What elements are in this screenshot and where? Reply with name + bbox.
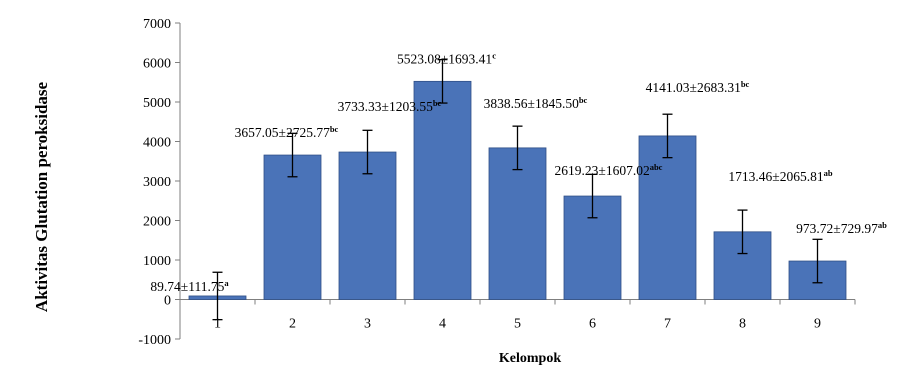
bar [413, 80, 472, 300]
y-tick-label: 0 [164, 294, 171, 309]
data-label: 3657.05±2725.77bc [235, 124, 339, 140]
bar [338, 151, 397, 300]
data-label: 973.72±729.97ab [796, 220, 887, 236]
data-labels: 89.74±111.75a 3657.05±2725.77bc 3733.33±12… [150, 50, 887, 294]
y-tick-label: 1000 [143, 254, 171, 269]
data-label: 3733.33±1203.55bc [338, 98, 442, 114]
data-label: 4141.03±2683.31bc [646, 79, 750, 95]
data-label: 1713.46±2065.81ab [728, 168, 832, 184]
bars [188, 80, 847, 300]
x-tick-label: 7 [664, 317, 671, 332]
tick-labels: -1000 0 1000 2000 3000 4000 5000 6000 7000 1 2 3 4 5 6… [138, 17, 821, 348]
error-bars [212, 58, 823, 321]
bar [488, 147, 547, 300]
y-tick-label: 7000 [143, 17, 171, 32]
data-label: 89.74±111.75a [150, 278, 229, 294]
x-tick-label: 4 [439, 317, 446, 332]
y-tick-label: 2000 [143, 215, 171, 230]
y-axis-label: Aktivitas Glutation peroksidase [32, 81, 51, 312]
x-axis-label: Kelompok [499, 351, 561, 366]
data-label: 5523.08±1693.41c [397, 50, 496, 66]
x-tick-label: 2 [289, 317, 296, 332]
x-tick-label: 8 [739, 317, 746, 332]
data-label: 3838.56±1845.50bc [484, 95, 588, 111]
y-tick-label: 3000 [143, 175, 171, 190]
x-tick-label: 6 [589, 317, 596, 332]
bar [263, 154, 322, 300]
y-tick-label: 6000 [143, 57, 171, 72]
x-tick-label: 3 [364, 317, 371, 332]
x-tick-label: 1 [214, 317, 221, 332]
y-tick-label: -1000 [138, 333, 171, 348]
y-tick-label: 5000 [143, 96, 171, 111]
bar [638, 135, 697, 300]
x-tick-label: 9 [814, 317, 821, 332]
y-tick-label: 4000 [143, 136, 171, 151]
data-label: 2619.23±1607.02abc [555, 162, 663, 178]
x-tick-label: 5 [514, 317, 521, 332]
